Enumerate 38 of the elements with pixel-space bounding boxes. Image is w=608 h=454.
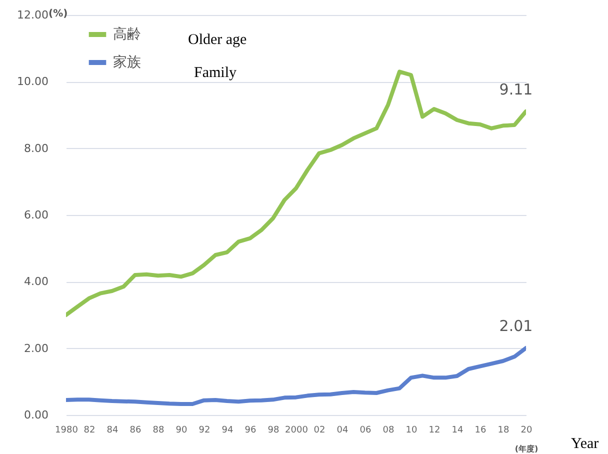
y-axis-title: (%)	[48, 8, 68, 20]
x-tick-label: 82	[84, 426, 96, 436]
x-tick-label: 86	[130, 426, 142, 436]
y-tick-label: 8.00	[24, 142, 48, 155]
x-tick-label: 84	[106, 426, 118, 436]
data-label: 9.11	[499, 80, 533, 98]
line-series	[66, 346, 526, 406]
x-tick-label: 90	[176, 426, 188, 436]
x-tick-label: 1980	[55, 426, 78, 436]
annotation: Family	[194, 65, 237, 81]
x-tick-label: 92	[198, 426, 210, 436]
x-tick-label: 20	[520, 426, 532, 436]
y-tick-label: 6.00	[24, 208, 48, 222]
x-tick-label: 10	[406, 426, 418, 436]
x-tick-label: 04	[336, 426, 348, 436]
y-tick-label: 4.00	[24, 275, 48, 288]
legend-label: 家族	[113, 54, 141, 70]
x-tick-label: 02	[314, 426, 326, 436]
y-tick-label: 12.00	[17, 8, 48, 22]
x-tick-label: 12	[428, 426, 440, 436]
legend-label: 高齢	[113, 26, 141, 42]
y-tick-label: 0.00	[24, 408, 48, 422]
x-tick-label: 14	[452, 426, 464, 436]
x-tick-label: 88	[152, 426, 164, 436]
x-tick-label: 06	[360, 426, 372, 436]
x-tick-label: 98	[268, 426, 280, 436]
x-tick-label: 18	[498, 426, 510, 436]
x-tick-label: 2000	[285, 426, 308, 436]
x-axis-title: (年度)	[514, 444, 538, 454]
x-tick-label: 08	[382, 426, 394, 436]
y-tick-label: 2.00	[24, 342, 48, 355]
annotation: Older age	[188, 32, 248, 48]
text: Year	[571, 436, 599, 452]
x-tick-label: 16	[474, 426, 486, 436]
x-tick-label: 94	[222, 426, 234, 436]
x-tick-label: 96	[244, 426, 256, 436]
data-label: 2.01	[499, 317, 533, 335]
y-tick-label: 10.00	[17, 75, 48, 88]
